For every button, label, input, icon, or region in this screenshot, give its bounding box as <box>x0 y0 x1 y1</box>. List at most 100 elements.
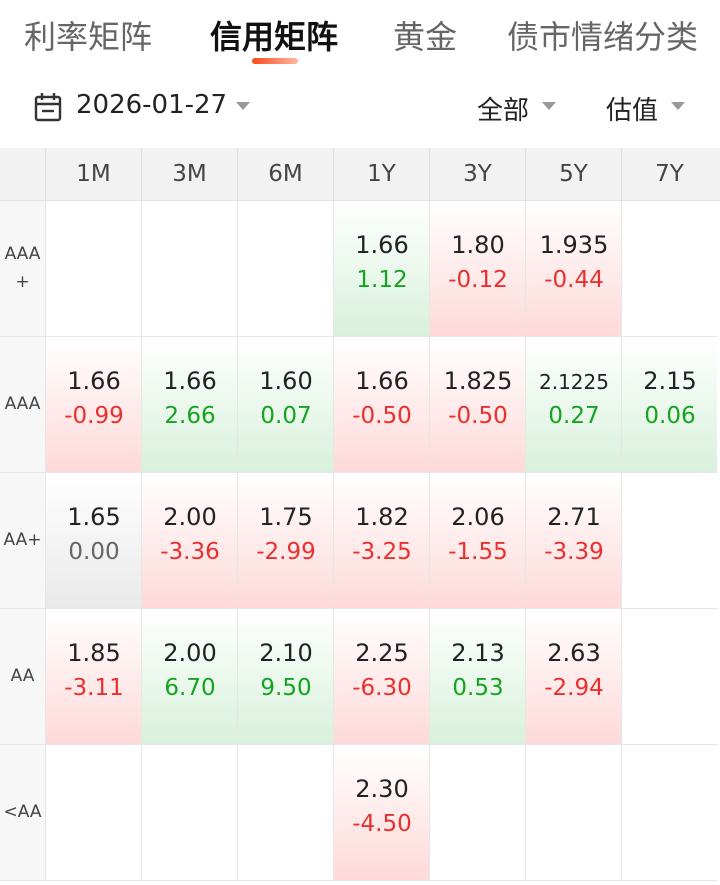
cell-change: -0.44 <box>544 267 604 293</box>
cell-value: 2.10 <box>259 639 313 667</box>
matrix-cell[interactable]: 1.825 -0.50 <box>429 337 525 473</box>
empty-cell <box>621 745 717 881</box>
column-header-7y: 7Y <box>621 148 717 201</box>
cell-value: 2.63 <box>547 639 601 667</box>
cell-change: -0.99 <box>64 403 124 429</box>
cell-change: -2.99 <box>256 539 316 565</box>
scope-dropdown[interactable]: 全部 <box>477 96 530 126</box>
empty-cell <box>237 745 333 881</box>
empty-cell <box>621 201 717 337</box>
column-header-1m: 1M <box>45 148 141 201</box>
empty-cell <box>45 201 141 337</box>
empty-cell <box>141 745 237 881</box>
matrix-cell[interactable]: 2.00 -3.36 <box>141 473 237 609</box>
cell-change: -6.30 <box>352 675 412 701</box>
empty-cell <box>45 745 141 881</box>
cell-value: 1.60 <box>259 367 313 395</box>
matrix-cell[interactable]: 2.30 -4.50 <box>333 745 429 881</box>
cell-value: 1.66 <box>355 231 409 259</box>
cell-value: 2.00 <box>163 503 217 531</box>
calendar-icon[interactable] <box>34 92 62 122</box>
cell-change: -3.36 <box>160 539 220 565</box>
empty-cell <box>621 609 717 745</box>
column-header-row: 1M 3M 6M 1Y 3Y 5Y 7Y <box>0 148 720 201</box>
tab-category[interactable]: 分类 <box>632 12 699 58</box>
column-header-3y: 3Y <box>429 148 525 201</box>
row-label: AAA <box>0 337 45 473</box>
empty-cell <box>525 745 621 881</box>
empty-cell <box>141 201 237 337</box>
header-corner <box>0 148 45 201</box>
cell-value: 2.30 <box>355 775 409 803</box>
matrix-cell[interactable]: 1.66 2.66 <box>141 337 237 473</box>
empty-cell <box>237 201 333 337</box>
cell-change: 0.00 <box>68 539 120 565</box>
matrix-cell[interactable]: 2.1225 0.27 <box>525 337 621 473</box>
matrix-cell[interactable]: 2.00 6.70 <box>141 609 237 745</box>
matrix-cell[interactable]: 1.75 -2.99 <box>237 473 333 609</box>
cell-change: -1.55 <box>448 539 508 565</box>
matrix-cell[interactable]: 1.935 -0.44 <box>525 201 621 337</box>
cell-value: 1.66 <box>163 367 217 395</box>
metric-dropdown[interactable]: 估值 <box>606 96 659 126</box>
matrix-cell[interactable]: 1.66 -0.50 <box>333 337 429 473</box>
matrix-cell[interactable]: 2.15 0.06 <box>621 337 717 473</box>
cell-value: 1.85 <box>67 639 121 667</box>
cell-change: 9.50 <box>260 675 312 701</box>
cell-value: 2.13 <box>451 639 505 667</box>
matrix-cell[interactable]: 1.82 -3.25 <box>333 473 429 609</box>
row-label: <AA <box>0 745 45 881</box>
tab-bond-sentiment[interactable]: 债市情绪 <box>507 18 636 56</box>
scope-chevron-down-icon[interactable] <box>542 102 556 110</box>
row-label: AA+ <box>0 473 45 609</box>
cell-value: 1.66 <box>355 367 409 395</box>
active-tab-indicator <box>252 58 298 64</box>
tab-bar: 利率矩阵 信用矩阵 黄金 债市情绪 分类 <box>0 0 720 72</box>
cell-value: 2.1225 <box>539 370 609 394</box>
tab-gold[interactable]: 黄金 <box>393 18 458 56</box>
column-header-3m: 3M <box>141 148 237 201</box>
matrix-cell[interactable]: 1.66 1.12 <box>333 201 429 337</box>
matrix-cell[interactable]: 1.85 -3.11 <box>45 609 141 745</box>
empty-cell <box>621 473 717 609</box>
cell-value: 1.66 <box>67 367 121 395</box>
cell-value: 1.935 <box>539 231 609 259</box>
column-header-6m: 6M <box>237 148 333 201</box>
matrix-cell[interactable]: 2.71 -3.39 <box>525 473 621 609</box>
cell-change: -3.25 <box>352 539 412 565</box>
cell-change: 6.70 <box>164 675 216 701</box>
cell-change: -0.12 <box>448 267 508 293</box>
tab-credit-matrix[interactable]: 信用矩阵 <box>210 18 339 56</box>
cell-change: -3.39 <box>544 539 604 565</box>
filter-bar: 2026-01-27 全部 估值 <box>0 72 720 148</box>
matrix-cell[interactable]: 2.06 -1.55 <box>429 473 525 609</box>
empty-cell <box>429 745 525 881</box>
matrix-cell[interactable]: 1.66 -0.99 <box>45 337 141 473</box>
matrix-cell[interactable]: 2.10 9.50 <box>237 609 333 745</box>
cell-change: -4.50 <box>352 811 412 837</box>
tab-rate-matrix[interactable]: 利率矩阵 <box>24 18 153 56</box>
cell-change: -0.50 <box>352 403 412 429</box>
metric-chevron-down-icon[interactable] <box>671 102 685 110</box>
row-label: AA <box>0 609 45 745</box>
matrix-cell[interactable]: 2.25 -6.30 <box>333 609 429 745</box>
cell-value: 1.80 <box>451 231 505 259</box>
cell-value: 2.00 <box>163 639 217 667</box>
cell-value: 2.71 <box>547 503 601 531</box>
cell-value: 1.825 <box>443 367 513 395</box>
date-selector[interactable]: 2026-01-27 <box>76 90 228 120</box>
cell-value: 2.15 <box>643 367 697 395</box>
cell-change: 0.07 <box>260 403 312 429</box>
column-header-1y: 1Y <box>333 148 429 201</box>
matrix-cell[interactable]: 1.80 -0.12 <box>429 201 525 337</box>
column-header-5y: 5Y <box>525 148 621 201</box>
matrix-cell[interactable]: 1.65 0.00 <box>45 473 141 609</box>
matrix-cell[interactable]: 1.60 0.07 <box>237 337 333 473</box>
cell-value: 1.75 <box>259 503 313 531</box>
matrix-cell[interactable]: 2.13 0.53 <box>429 609 525 745</box>
cell-change: 0.06 <box>644 403 696 429</box>
cell-value: 2.06 <box>451 503 505 531</box>
matrix-cell[interactable]: 2.63 -2.94 <box>525 609 621 745</box>
date-chevron-down-icon[interactable] <box>236 102 250 110</box>
cell-change: 0.53 <box>452 675 504 701</box>
